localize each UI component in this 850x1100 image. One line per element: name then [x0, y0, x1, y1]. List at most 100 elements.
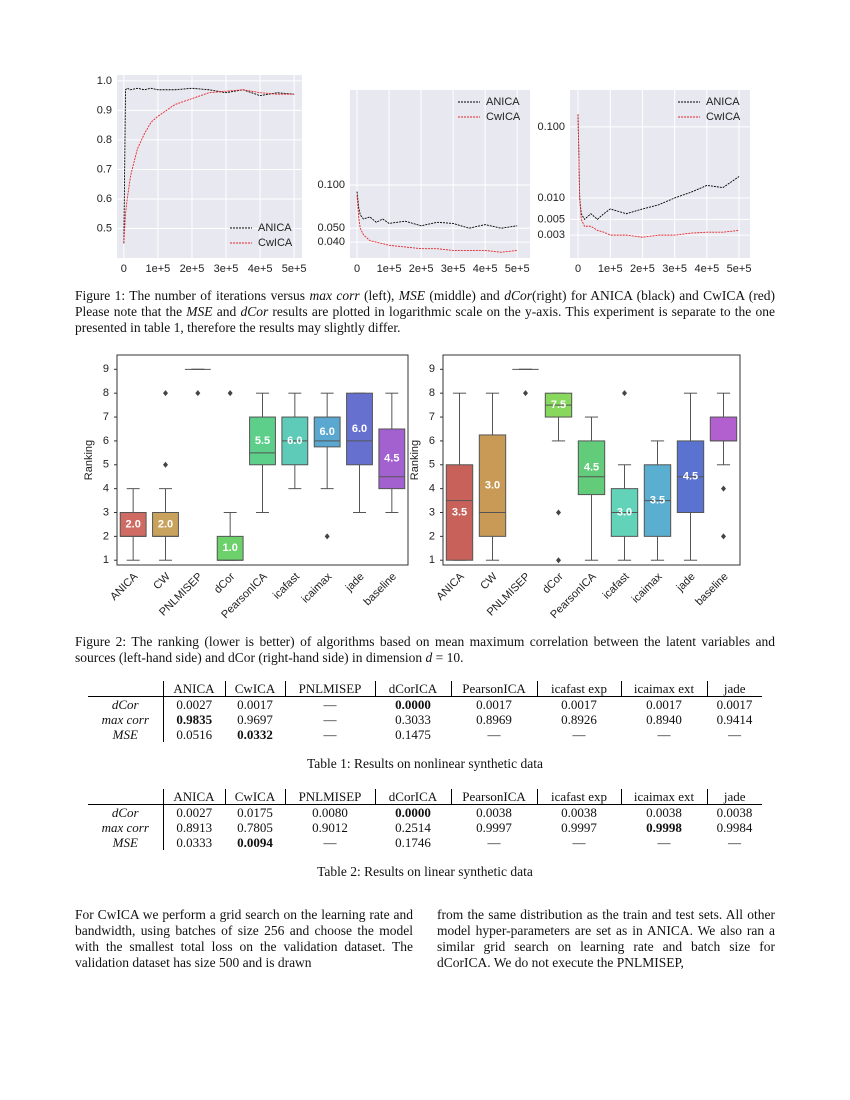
plot-area: [570, 90, 750, 258]
cell: —: [323, 712, 337, 727]
value-label: 2.0: [126, 518, 141, 530]
caption-text: (left),: [359, 288, 399, 303]
caption-text: dCor: [504, 288, 532, 303]
row-label: MSE: [88, 727, 164, 742]
x-tick-label: 0: [121, 263, 127, 275]
value-label: 3.5: [650, 494, 665, 506]
x-tick-label: 5e+5: [505, 263, 530, 275]
y-tick-label: 0.6: [97, 193, 112, 205]
cell: 0.0027: [176, 805, 213, 820]
x-tick-label: 0: [575, 263, 581, 275]
y-tick-label: 7: [429, 411, 435, 423]
caption-text: = 10.: [432, 650, 464, 665]
cell: 0.0000: [395, 805, 431, 820]
flier: [163, 461, 168, 468]
legend-label: ANICA: [706, 96, 740, 108]
header-row: ANICA CwICA PNLMISEP dCorICA PearsonICA icafa…: [88, 681, 762, 697]
cell: 0.0332: [237, 727, 273, 742]
cell: 0.0094: [237, 835, 273, 850]
y-axis-label: Ranking: [83, 440, 95, 480]
cell: 0.9998: [646, 820, 682, 835]
caption-text: max corr: [309, 288, 360, 303]
box: [313, 416, 341, 448]
y-tick-label: 0.8: [97, 134, 112, 146]
legend-label: ANICA: [486, 96, 520, 108]
box: [378, 428, 406, 490]
header-cell: [88, 789, 163, 805]
cell: 0.0017: [237, 697, 273, 712]
cell: —: [657, 835, 671, 850]
table-1-caption: Table 1: Results on nonlinear synthetic …: [307, 756, 543, 771]
x-tick-label: dCor: [540, 570, 566, 596]
y-tick-label: 0.005: [537, 213, 565, 225]
x-tick-label: 2e+5: [630, 263, 655, 275]
y-tick-label: 2: [103, 530, 109, 542]
series-line: [577, 114, 740, 238]
x-tick-label: ANICA: [108, 570, 141, 603]
y-tick-label: 6: [429, 435, 435, 447]
x-tick-label: 1e+5: [145, 263, 170, 275]
flier: [163, 390, 168, 397]
header-cell: PearsonICA: [450, 789, 537, 805]
cell: 0.0516: [176, 727, 213, 742]
caption-text: Figure 1: The number of iterations versu…: [75, 288, 310, 303]
header-cell: ANICA: [162, 681, 225, 697]
box: [346, 392, 373, 466]
table-1: ANICA CwICA PNLMISEP dCorICA PearsonICA icafa…: [88, 681, 762, 742]
y-tick-label: 1.0: [97, 75, 112, 87]
x-tick-label: icafast: [601, 571, 632, 602]
series-line: [356, 195, 518, 253]
x-tick-label: jade: [343, 571, 367, 595]
legend-label: ANICA: [258, 222, 292, 234]
cell: —: [728, 835, 741, 850]
flier: [195, 390, 201, 397]
y-tick-label: 9: [429, 363, 435, 375]
x-tick-label: ANICA: [434, 570, 467, 603]
value-label: 1.0: [223, 542, 238, 554]
cell: —: [323, 835, 337, 850]
x-tick-label: CW: [478, 570, 500, 592]
x-tick-label: CW: [151, 570, 173, 592]
cell: —: [323, 727, 337, 742]
header-cell: icafast exp: [536, 789, 621, 805]
plot-area: [350, 90, 530, 258]
x-tick-label: 4e+5: [473, 263, 498, 275]
y-tick-label: 3: [103, 506, 109, 518]
flier: [227, 390, 233, 397]
value-label: 4.5: [683, 471, 698, 483]
header-cell: CwICA: [224, 681, 285, 697]
series-line: [577, 114, 740, 221]
header-cell: dCorICA: [374, 681, 451, 697]
cell: 0.3033: [395, 712, 431, 727]
value-label: 7.5: [551, 399, 566, 411]
cell: —: [572, 727, 586, 742]
row-label: dCor: [88, 804, 164, 820]
cell: 0.9012: [312, 820, 348, 835]
row: dCor 0.0027 0.0175 0.0080 0.0000 0.0038 0.0038…: [88, 804, 762, 820]
y-tick-label: 7: [103, 411, 109, 423]
cell: 0.0017: [716, 697, 753, 712]
x-tick-label: dCor: [212, 570, 238, 596]
header-row: ANICA CwICA PNLMISEP dCorICA PearsonICA icafa…: [88, 789, 762, 805]
cell: —: [657, 727, 671, 742]
cell: 0.0027: [176, 697, 213, 712]
x-tick-label: 2e+5: [180, 263, 205, 275]
y-tick-label: 0.9: [97, 104, 112, 116]
legend-label: CwICA: [258, 237, 293, 249]
row: MSE 0.0333 0.0094 — 0.1746 — — — —: [88, 835, 762, 850]
cell: 0.0038: [646, 805, 682, 820]
series-line: [356, 191, 518, 229]
cell: 0.9997: [476, 820, 512, 835]
y-tick-label: 6: [103, 435, 109, 447]
x-tick-label: icaimax: [630, 570, 665, 605]
box: [445, 464, 474, 561]
x-tick-label: 3e+5: [214, 263, 239, 275]
value-label: 3.0: [485, 480, 500, 492]
cell: 0.0038: [561, 805, 597, 820]
y-tick-label: 0.040: [317, 236, 345, 248]
header-cell: CwICA: [224, 789, 285, 805]
x-tick-label: 1e+5: [598, 263, 623, 275]
value-label: 3.0: [617, 506, 632, 518]
x-tick-label: 5e+5: [727, 263, 752, 275]
